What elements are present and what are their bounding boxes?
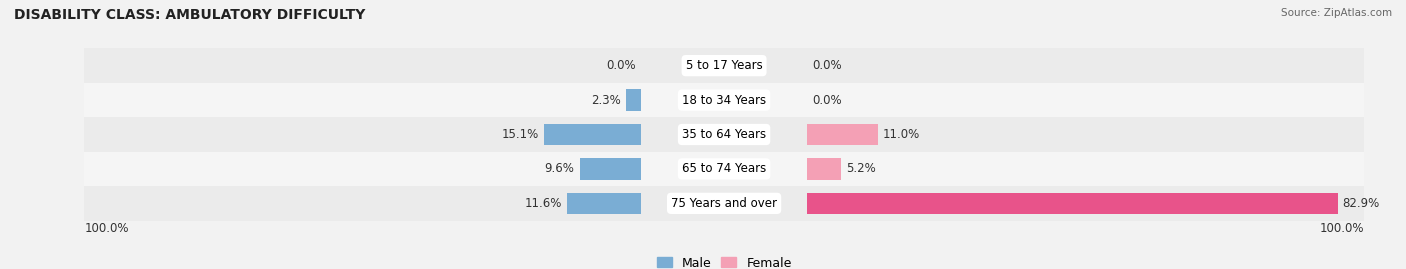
Bar: [84, 186, 1364, 221]
Text: 11.0%: 11.0%: [883, 128, 920, 141]
Bar: [807, 158, 841, 180]
Text: 65 to 74 Years: 65 to 74 Years: [682, 162, 766, 175]
Text: 2.3%: 2.3%: [592, 94, 621, 107]
Text: 82.9%: 82.9%: [1343, 197, 1379, 210]
Text: 15.1%: 15.1%: [502, 128, 540, 141]
Bar: [84, 83, 1364, 117]
Bar: [807, 193, 1337, 214]
Bar: [807, 124, 877, 145]
Bar: [84, 152, 1364, 186]
Text: 5.2%: 5.2%: [845, 162, 876, 175]
Bar: [84, 117, 1364, 152]
Text: Source: ZipAtlas.com: Source: ZipAtlas.com: [1281, 8, 1392, 18]
Bar: [579, 158, 641, 180]
Text: 18 to 34 Years: 18 to 34 Years: [682, 94, 766, 107]
Bar: [626, 89, 641, 111]
Text: 100.0%: 100.0%: [84, 222, 129, 235]
Text: 100.0%: 100.0%: [1319, 222, 1364, 235]
Text: 0.0%: 0.0%: [813, 59, 842, 72]
Bar: [567, 193, 641, 214]
Text: 9.6%: 9.6%: [544, 162, 575, 175]
Legend: Male, Female: Male, Female: [651, 252, 797, 269]
Text: 75 Years and over: 75 Years and over: [671, 197, 778, 210]
Bar: [84, 48, 1364, 83]
Text: 5 to 17 Years: 5 to 17 Years: [686, 59, 762, 72]
Bar: [544, 124, 641, 145]
Text: 0.0%: 0.0%: [606, 59, 636, 72]
Text: DISABILITY CLASS: AMBULATORY DIFFICULTY: DISABILITY CLASS: AMBULATORY DIFFICULTY: [14, 8, 366, 22]
Text: 0.0%: 0.0%: [813, 94, 842, 107]
Text: 11.6%: 11.6%: [524, 197, 561, 210]
Text: 35 to 64 Years: 35 to 64 Years: [682, 128, 766, 141]
